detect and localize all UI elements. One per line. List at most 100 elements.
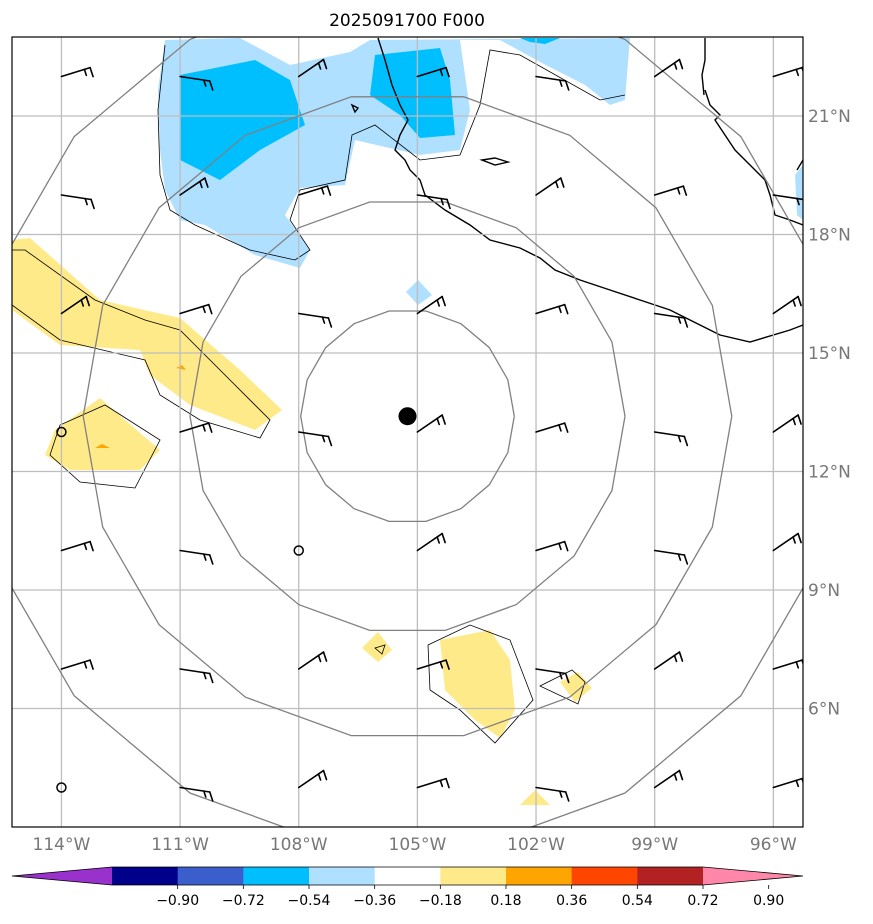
colorbar-box — [637, 867, 704, 885]
wind-barb — [60, 540, 94, 552]
colorbar-box — [374, 867, 441, 885]
wind-barb — [535, 540, 569, 552]
colorbar-tick-label: 0.72 — [687, 893, 718, 909]
wind-barb — [772, 414, 802, 433]
map-area — [12, 37, 803, 827]
wind-barb — [772, 194, 803, 206]
wind-barb — [653, 185, 688, 196]
wind-barb — [653, 549, 689, 565]
wind-barb — [416, 194, 451, 210]
colorbar-box — [112, 867, 179, 885]
wind-barb — [179, 786, 214, 802]
wind-barb — [416, 659, 450, 670]
colorbar-box — [177, 867, 244, 885]
colorbar-tick-label: 0.54 — [622, 893, 653, 909]
wind-barb — [772, 777, 803, 789]
wind-barb — [535, 422, 569, 433]
wind-barb — [297, 769, 328, 789]
colorbar-box — [440, 867, 507, 885]
wind-barb — [772, 532, 802, 552]
lon-tick-label: 99°W — [631, 835, 678, 855]
colorbar: −0.90 −0.72 −0.54 −0.36 −0.18 0.18 0.36 0.54 0.7… — [11, 866, 804, 909]
colorbar-box — [571, 867, 638, 885]
range-rings — [12, 37, 803, 827]
calm-marker — [56, 426, 67, 438]
wind-barb — [416, 777, 450, 789]
colorbar-extend-high — [703, 867, 803, 885]
wind-barb — [179, 177, 209, 196]
calm-markers — [56, 426, 304, 793]
range-ring — [82, 96, 733, 737]
colorbar-tick-label: −0.72 — [222, 893, 265, 909]
calm-marker — [56, 782, 67, 793]
wind-barb — [179, 422, 213, 433]
wind-barb — [60, 194, 95, 210]
wind-barb — [653, 431, 689, 447]
lon-tick-label: 105°W — [389, 835, 447, 855]
wind-barb — [653, 58, 684, 78]
chart-title: 2025091700 F000 — [329, 11, 485, 31]
wind-barb — [179, 668, 214, 684]
wind-barb — [416, 414, 446, 433]
wind-barb — [297, 185, 332, 196]
map-frame — [11, 36, 804, 828]
wind-barb — [297, 58, 328, 78]
colorbar-tick-label: −0.18 — [419, 893, 462, 909]
wind-barb — [535, 303, 569, 315]
colorbar-extend-low — [12, 867, 112, 885]
wind-barb — [416, 295, 446, 315]
colorbar-tick-label: −0.54 — [288, 893, 331, 909]
lon-tick-label: 111°W — [151, 835, 209, 855]
wind-barb — [653, 312, 689, 328]
coastline — [350, 37, 803, 343]
range-ring — [189, 201, 626, 632]
wind-barb — [60, 295, 90, 315]
lat-tick-label: 6°N — [808, 700, 840, 720]
wind-barbs — [60, 58, 803, 802]
storm-center-marker — [398, 407, 417, 426]
lon-tick-label: 108°W — [270, 835, 328, 855]
lon-tick-label: 96°W — [750, 835, 797, 855]
colorbar-box — [506, 867, 573, 885]
colorbar-tick-label: 0.90 — [753, 893, 784, 909]
colorbar-tick-label: 0.18 — [490, 893, 521, 909]
colorbar-box — [243, 867, 310, 885]
calm-marker — [293, 545, 304, 556]
lon-tick-label: 114°W — [33, 835, 91, 855]
wind-barb — [179, 303, 213, 315]
lat-tick-label: 15°N — [808, 344, 851, 364]
colorbar-tick-label: −0.36 — [353, 893, 396, 909]
wind-barb — [535, 75, 570, 91]
lat-tick-label: 9°N — [808, 581, 840, 601]
lon-tick-label: 102°W — [507, 835, 565, 855]
lat-tick-label: 12°N — [808, 463, 851, 483]
colorbar-outline — [11, 866, 804, 886]
wind-barb — [179, 75, 214, 91]
wind-barb — [297, 312, 333, 328]
wind-barb — [179, 549, 214, 565]
colorbar-box — [309, 867, 376, 885]
longitude-labels: 114°W 111°W 108°W 105°W 102°W 99°W 96°W — [33, 835, 797, 855]
wind-barb — [416, 66, 450, 78]
wind-barb — [416, 532, 446, 552]
wind-barb — [60, 66, 94, 78]
wind-barb — [653, 769, 684, 789]
contour-lines — [12, 44, 626, 744]
wind-barb — [535, 668, 570, 684]
wind-barb — [535, 177, 565, 196]
colorbar-tick-label: −0.90 — [156, 893, 199, 909]
lat-tick-label: 21°N — [808, 107, 851, 127]
lat-tick-label: 18°N — [808, 226, 851, 246]
latitude-labels: 6°N 9°N 12°N 15°N 18°N 21°N — [808, 107, 851, 720]
wind-barb — [653, 651, 684, 670]
wind-barb — [772, 295, 802, 315]
wind-barb — [297, 431, 333, 447]
wind-barb — [535, 786, 570, 802]
wind-barb — [297, 651, 328, 670]
wind-barb — [772, 66, 803, 78]
wind-barb — [60, 659, 94, 670]
wind-barb — [772, 659, 803, 670]
colorbar-tick-label: 0.36 — [556, 893, 587, 909]
range-ring — [12, 37, 803, 827]
